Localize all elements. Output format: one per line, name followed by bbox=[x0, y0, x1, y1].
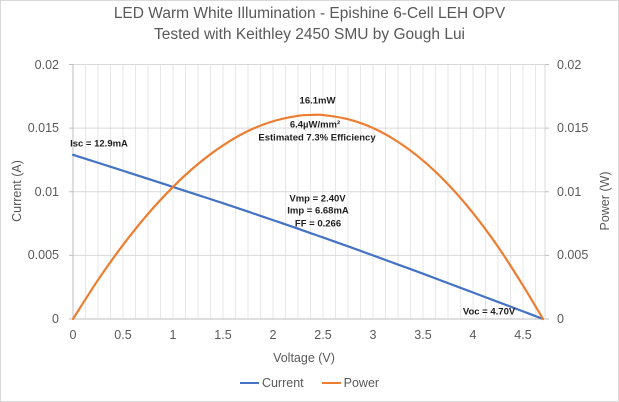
legend-label-current: Current bbox=[261, 376, 304, 390]
current-line-swatch bbox=[239, 382, 259, 384]
annotation-efficiency: Estimated 7.3% Efficiency bbox=[258, 132, 376, 144]
right-axis-tick: 0.01 bbox=[557, 184, 582, 199]
chart-title-line-2: Tested with Keithley 2450 SMU by Gough L… bbox=[153, 26, 466, 43]
x-axis-tick: 0.5 bbox=[114, 328, 132, 342]
chart-title-line-1: LED Warm White Illumination - Epishine 6… bbox=[113, 5, 506, 22]
left-axis-tick: 0.01 bbox=[34, 184, 59, 199]
x-axis-tick: 1 bbox=[169, 328, 177, 342]
left-axis-tick: 0.02 bbox=[34, 57, 59, 72]
right-axis-tick: 0.015 bbox=[557, 121, 589, 135]
left-axis-tick: 0 bbox=[52, 312, 59, 326]
legend-item-power: Power bbox=[321, 376, 380, 390]
power-line-swatch bbox=[321, 382, 341, 384]
left-axis-title: Current (A) bbox=[10, 160, 24, 222]
left-axis-tick: 0.005 bbox=[27, 248, 59, 262]
x-axis-tick: 4.5 bbox=[514, 328, 532, 342]
legend-label-power: Power bbox=[343, 376, 380, 390]
annotation-imp: Imp = 6.68mA bbox=[287, 205, 349, 217]
legend: Current Power bbox=[1, 375, 618, 391]
left-axis-tick: 0.015 bbox=[27, 121, 59, 135]
right-axis-tick: 0.02 bbox=[557, 57, 582, 72]
x-axis-title: Voltage (V) bbox=[273, 351, 335, 365]
x-axis-tick: 0 bbox=[69, 328, 77, 342]
right-axis-tick: 0.005 bbox=[557, 248, 589, 262]
x-axis-tick: 3.5 bbox=[414, 328, 432, 342]
right-axis-tick: 0 bbox=[557, 312, 564, 326]
annotation-isc: Isc = 12.9mA bbox=[70, 138, 128, 150]
chart-title: LED Warm White Illumination - Epishine 6… bbox=[1, 3, 618, 45]
annotation-power-density: 6.4µW/mm² bbox=[289, 119, 341, 131]
x-axis-tick: 2 bbox=[269, 328, 277, 342]
annotation-ff: FF = 0.266 bbox=[294, 218, 342, 230]
legend-item-current: Current bbox=[239, 376, 304, 390]
x-axis-tick: 2.5 bbox=[314, 328, 332, 342]
x-axis-tick: 4 bbox=[469, 328, 477, 342]
annotation-voc: Voc = 4.70V bbox=[462, 306, 516, 318]
annotation-pmax: 16.1mW bbox=[299, 95, 336, 107]
right-axis-title: Power (W) bbox=[598, 171, 612, 231]
x-axis-tick: 1.5 bbox=[214, 328, 232, 342]
x-axis-tick: 3 bbox=[369, 328, 377, 342]
annotation-vmp: Vmp = 2.40V bbox=[289, 193, 346, 205]
